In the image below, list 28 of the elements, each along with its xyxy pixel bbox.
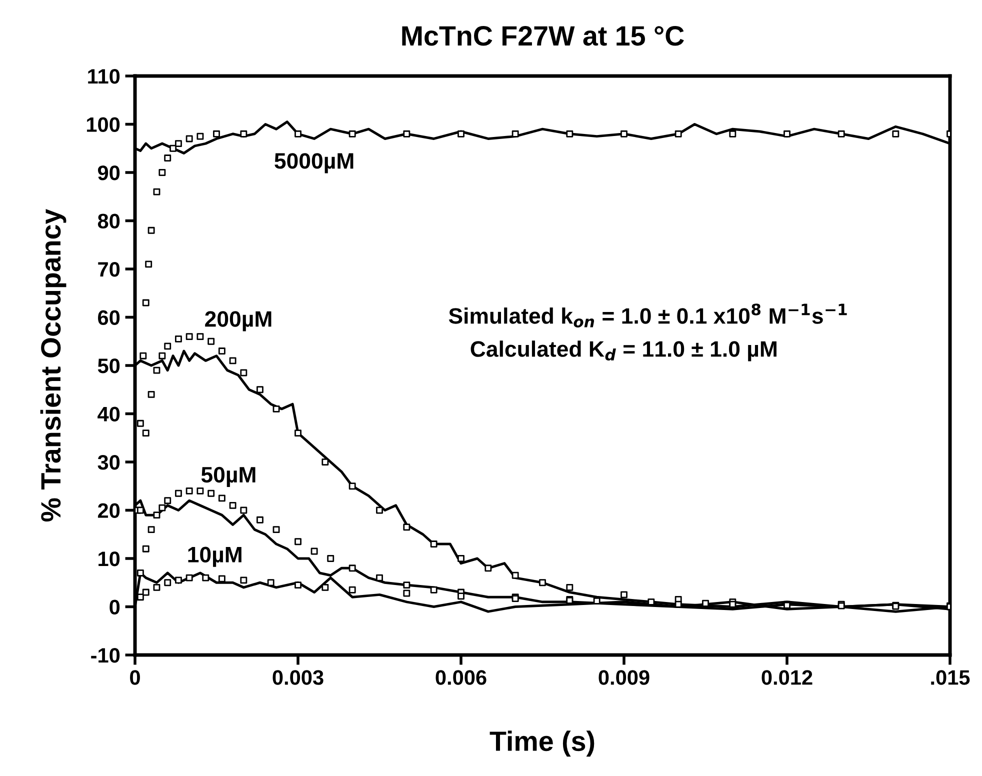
annotation: 5000µM bbox=[274, 153, 354, 174]
annotation: Calculated K$_{d}$ = 11.0 ± 1.0 µM bbox=[470, 340, 776, 362]
y-tick-label: -10 bbox=[91, 648, 120, 663]
x-tick-label: 0 bbox=[130, 670, 140, 685]
y-tick-label: 30 bbox=[98, 455, 120, 470]
y-tick-label: 80 bbox=[98, 214, 120, 229]
x-tick-label: 0.006 bbox=[436, 670, 486, 685]
y-tick-label: 70 bbox=[98, 262, 120, 277]
chart-title: McTnC F27W at 15 °C bbox=[402, 26, 684, 46]
y-tick-label: 100 bbox=[86, 117, 120, 132]
x-tick-label: 0.012 bbox=[762, 670, 812, 685]
y-tick-label: 60 bbox=[98, 310, 120, 326]
annotation: 10µM bbox=[188, 546, 242, 567]
y-tick-label: 0 bbox=[110, 600, 120, 615]
y-tick-label: 40 bbox=[98, 406, 120, 422]
y-tick-label: 20 bbox=[98, 503, 120, 518]
annotation: 200µM bbox=[205, 311, 272, 332]
annotation: Simulated k$_{on}$ = 1.0 ± 0.1 x10$^{8}$ M$^{−1}$s$^{−1}$ bbox=[448, 304, 847, 328]
y-tick-label: 50 bbox=[98, 358, 120, 374]
x-tick-label: 0.009 bbox=[598, 670, 650, 685]
annotation: 50µM bbox=[201, 466, 256, 488]
x-axis-title: Time (s) bbox=[490, 730, 594, 757]
y-axis-title: % Transient Occupancy bbox=[40, 208, 66, 522]
y-tick-label: 10 bbox=[98, 552, 120, 566]
x-tick-label: .015 bbox=[931, 670, 970, 685]
y-tick-label: 110 bbox=[88, 69, 120, 84]
x-tick-label: 0.003 bbox=[272, 670, 324, 685]
y-tick-label: 90 bbox=[98, 166, 120, 180]
